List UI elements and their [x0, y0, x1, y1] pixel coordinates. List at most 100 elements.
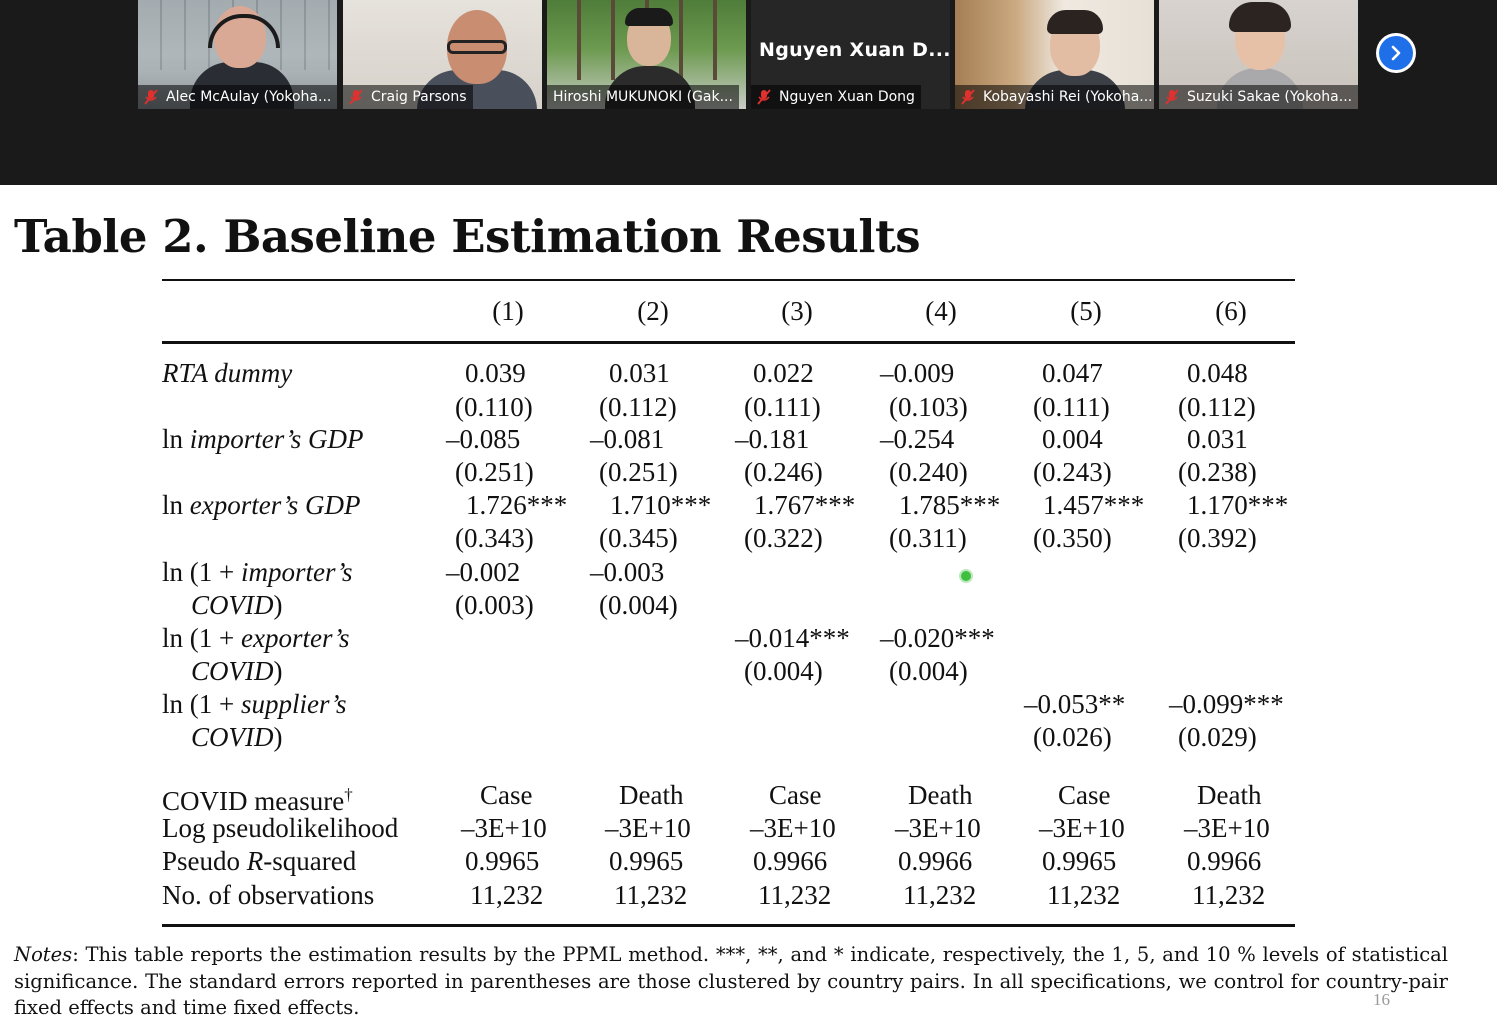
table-cell: (0.322) — [744, 523, 823, 553]
table-cell: 11,232 — [758, 880, 832, 910]
column-header: (2) — [637, 296, 669, 326]
table-cell: Case — [480, 780, 533, 810]
participant-nameplate: Nguyen Xuan Dong — [751, 85, 921, 109]
table-cell: 0.9965 — [609, 846, 684, 876]
table-cell: –0.085 — [446, 424, 521, 454]
table-header-rule — [162, 341, 1295, 344]
table-cell: (0.243) — [1033, 457, 1112, 487]
table-cell: –0.014*** — [735, 623, 850, 653]
row-label-pseudo-r-squared: Pseudo R-squared — [162, 846, 357, 876]
participant-name: Suzuki Sakae (Yokoha... — [1187, 89, 1353, 105]
row-label-log-pseudolikelihood: Log pseudolikelihood — [162, 813, 399, 843]
participant-name: Craig Parsons — [371, 89, 467, 105]
table-cell: 1.710*** — [610, 490, 712, 520]
table-cell: (0.350) — [1033, 523, 1112, 553]
table-cell: (0.392) — [1178, 523, 1257, 553]
table-cell: (0.246) — [744, 457, 823, 487]
table-cell: –3E+10 — [895, 813, 981, 843]
table-cell: (0.029) — [1178, 722, 1257, 752]
table-cell: –3E+10 — [1039, 813, 1125, 843]
table-cell: 0.9966 — [898, 846, 973, 876]
participant-name: Kobayashi Rei (Yokoha... — [983, 89, 1153, 105]
column-header: (4) — [925, 296, 957, 326]
row-label-importer-gdp: ln importer’s GDP — [162, 424, 364, 454]
participant-nameplate: Craig Parsons — [343, 85, 473, 109]
table-cell: Case — [769, 780, 822, 810]
table-cell: (0.004) — [599, 590, 678, 620]
table-cell: 0.047 — [1042, 358, 1103, 388]
muted-mic-icon — [349, 89, 363, 105]
next-page-button[interactable] — [1376, 33, 1416, 73]
table-bottom-rule — [162, 924, 1295, 927]
table-cell: 0.039 — [465, 358, 526, 388]
row-label-importer-covid: ln (1 + importer’s COVID) — [162, 557, 353, 620]
table-cell: (0.240) — [889, 457, 968, 487]
table-cell: (0.251) — [599, 457, 678, 487]
table-cell: (0.343) — [455, 523, 534, 553]
column-header: (1) — [492, 296, 524, 326]
table-cell: 11,232 — [470, 880, 544, 910]
table-cell: 11,232 — [1047, 880, 1121, 910]
row-label-exporter-gdp: ln exporter’s GDP — [162, 490, 361, 520]
table-cell: (0.311) — [889, 523, 967, 553]
table-cell: (0.004) — [889, 656, 968, 686]
participant-tile-6[interactable]: Suzuki Sakae (Yokoha... — [1159, 0, 1358, 109]
muted-mic-icon — [144, 89, 158, 105]
table-cell: Death — [619, 780, 684, 810]
video-feed — [138, 0, 337, 109]
row-label-rta: RTA dummy — [162, 358, 293, 388]
table-cell: 0.031 — [609, 358, 670, 388]
participant-tile-2[interactable]: Craig Parsons — [343, 0, 542, 109]
video-off-name: Nguyen Xuan D... — [759, 39, 950, 61]
column-header: (6) — [1215, 296, 1247, 326]
row-label-covid-measure: COVID measure† — [162, 785, 353, 816]
participant-name: Nguyen Xuan Dong — [779, 89, 915, 105]
row-label-supplier-covid: ln (1 + supplier’s COVID) — [162, 689, 347, 752]
slide-title: Table 2. Baseline Estimation Results — [14, 210, 921, 263]
table-cell: –0.254 — [880, 424, 955, 454]
table-cell: 11,232 — [1192, 880, 1266, 910]
table-cell: –3E+10 — [1184, 813, 1270, 843]
table-cell: (0.238) — [1178, 457, 1257, 487]
table-cell: 1.726*** — [466, 490, 568, 520]
participant-tile-3[interactable]: Hiroshi MUKUNOKI (Gak... — [547, 0, 746, 109]
table-cell: (0.112) — [1178, 392, 1256, 422]
table-notes: Notes: This table reports the estimation… — [14, 943, 1448, 1019]
participant-nameplate: Hiroshi MUKUNOKI (Gak... — [547, 85, 739, 109]
table-cell: (0.103) — [889, 392, 968, 422]
participant-tile-5[interactable]: Kobayashi Rei (Yokoha... — [955, 0, 1154, 109]
table-cell: 0.9966 — [753, 846, 828, 876]
table-cell: 0.048 — [1187, 358, 1248, 388]
participant-tile-1[interactable]: Alec McAulay (Yokoha... — [138, 0, 337, 109]
participant-nameplate: Suzuki Sakae (Yokoha... — [1159, 85, 1358, 109]
table-cell: (0.004) — [744, 656, 823, 686]
table-cell: (0.111) — [744, 392, 821, 422]
table-cell: 0.9965 — [465, 846, 540, 876]
table-cell: (0.026) — [1033, 722, 1112, 752]
table-cell: –3E+10 — [750, 813, 836, 843]
table-cell: 11,232 — [903, 880, 977, 910]
participant-nameplate: Kobayashi Rei (Yokoha... — [955, 85, 1154, 109]
table-cell: 0.031 — [1187, 424, 1248, 454]
table-cell: Death — [908, 780, 973, 810]
participant-nameplate: Alec McAulay (Yokoha... — [138, 85, 337, 109]
table-cell: –0.003 — [590, 557, 665, 587]
table-cell: 1.170*** — [1187, 490, 1289, 520]
table-cell: (0.111) — [1033, 392, 1110, 422]
pointer-indicator — [961, 571, 971, 581]
table-cell: 0.004 — [1042, 424, 1103, 454]
participant-name: Hiroshi MUKUNOKI (Gak... — [553, 89, 733, 105]
video-gallery-strip: Alec McAulay (Yokoha... Craig Parsons Hi… — [0, 0, 1497, 185]
table-cell: (0.003) — [455, 590, 534, 620]
table-cell: –3E+10 — [461, 813, 547, 843]
table-cell: 0.9966 — [1187, 846, 1262, 876]
column-header: (3) — [781, 296, 813, 326]
participant-tile-4[interactable]: Nguyen Xuan D... Nguyen Xuan Dong — [751, 0, 950, 109]
table-cell: –3E+10 — [605, 813, 691, 843]
muted-mic-icon — [757, 89, 771, 105]
table-cell: 11,232 — [614, 880, 688, 910]
table-cell: 0.9965 — [1042, 846, 1117, 876]
muted-mic-icon — [1165, 89, 1179, 105]
table-cell: –0.099*** — [1169, 689, 1284, 719]
table-cell: 1.785*** — [899, 490, 1001, 520]
